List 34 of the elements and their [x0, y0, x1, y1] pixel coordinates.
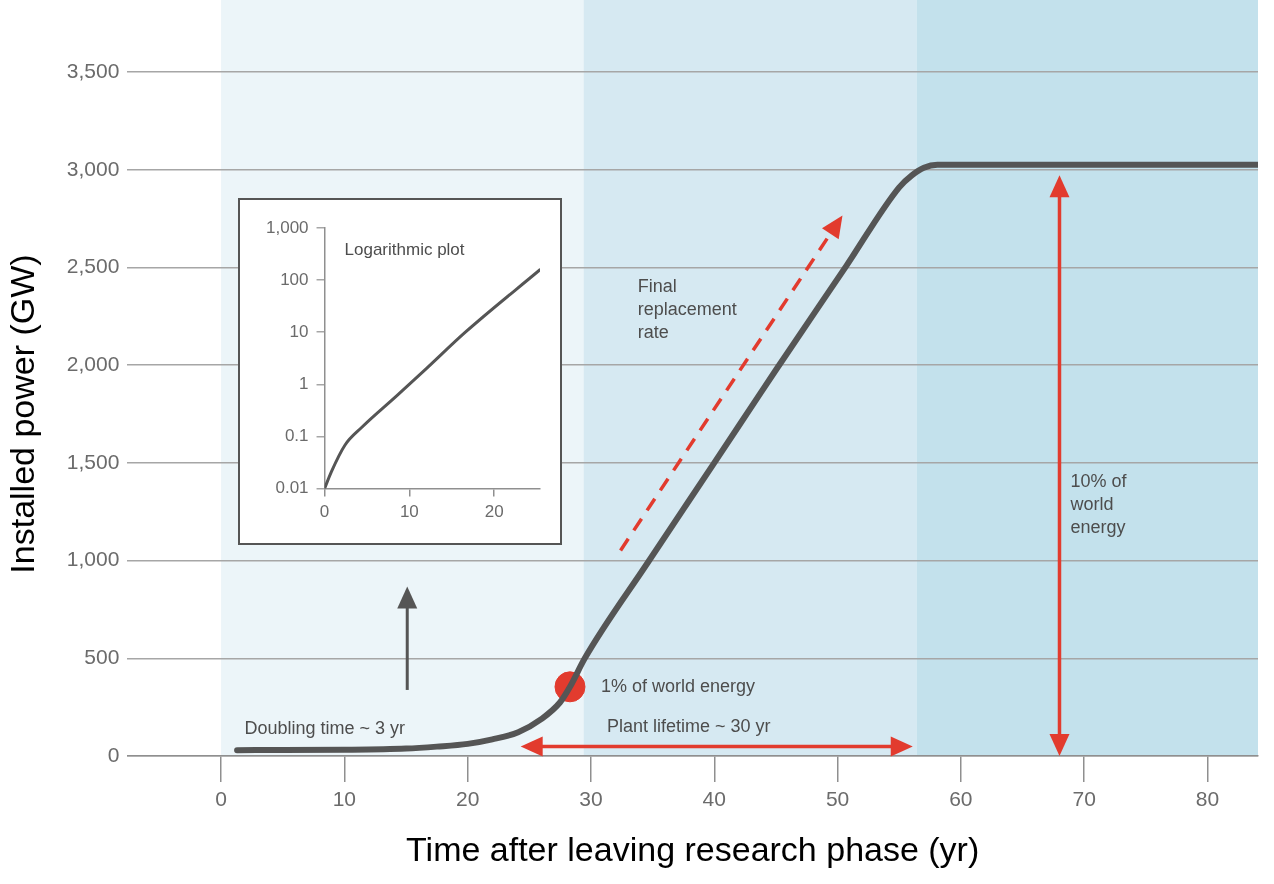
y-tick-label: 0.1	[284, 426, 309, 446]
y-tick-label: 3,500	[66, 58, 120, 82]
annotation: 1% of world energy	[600, 675, 756, 696]
y-tick-label: 1,000	[265, 217, 309, 237]
y-tick-label: 1	[299, 374, 309, 394]
x-tick-label: 0	[215, 787, 227, 811]
annotation: Final replacement rate	[637, 275, 737, 342]
x-tick-label: 30	[579, 787, 603, 811]
y-tick-label: 1,500	[66, 449, 120, 473]
y-tick-label: 2,000	[66, 351, 120, 375]
x-tick-label: 70	[1072, 787, 1096, 811]
text: Logarithmic plot	[344, 239, 465, 259]
y-tick-label: 10	[289, 321, 309, 341]
annotation: Plant lifetime ~ 30 yr	[606, 716, 771, 737]
x-tick-label: 20	[455, 787, 480, 811]
x-tick-label: 10	[332, 787, 357, 811]
annotation: 10% of world energy	[1069, 471, 1128, 538]
y-tick-label: 500	[84, 645, 120, 669]
x-tick-label: 10	[399, 502, 419, 522]
y-tick-label: 0	[107, 742, 120, 766]
y-axis-title: Installed power (GW)	[2, 254, 41, 574]
x-tick-label: 60	[949, 787, 973, 811]
y-tick-label: 3,000	[66, 156, 120, 180]
x-tick-label: 0	[319, 502, 330, 522]
x-axis-title: Time after leaving research phase (yr)	[406, 829, 980, 868]
x-tick-label: 50	[825, 787, 850, 811]
x-tick-label: 20	[484, 502, 504, 522]
y-tick-label: 100	[280, 269, 309, 289]
annotation: Doubling time ~ 3 yr	[244, 718, 406, 739]
x-tick-label: 40	[702, 787, 726, 811]
y-tick-label: 1,000	[66, 547, 120, 571]
y-tick-label: 2,500	[66, 254, 120, 278]
x-tick-label: 80	[1195, 787, 1220, 811]
y-tick-label: 0.01	[275, 478, 309, 498]
